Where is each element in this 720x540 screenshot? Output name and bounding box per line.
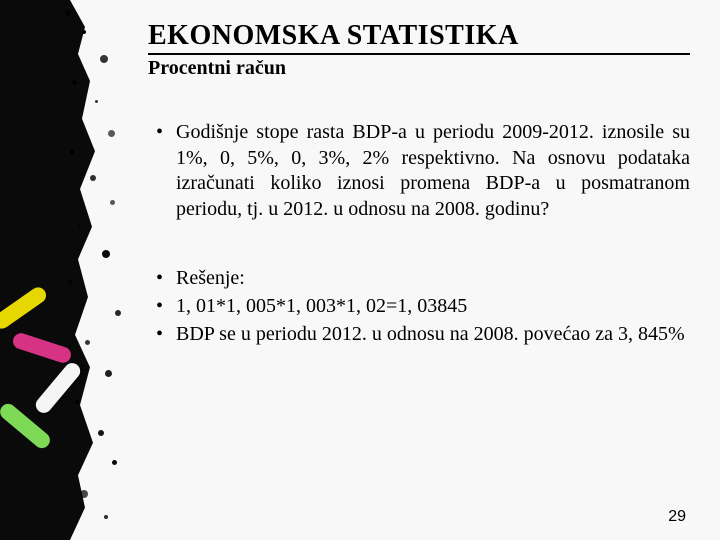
bullet-block-question: Godišnje stope rasta BDP-a u periodu 200… <box>148 120 690 222</box>
decorative-sidebar <box>0 0 140 540</box>
bullet-block-solution: Rešenje:1, 01*1, 005*1, 003*1, 02=1, 038… <box>148 266 690 347</box>
page-number: 29 <box>668 508 686 526</box>
bullet-item: Rešenje: <box>148 266 690 292</box>
slide-subtitle: Procentni račun <box>148 57 690 80</box>
slide-content: EKONOMSKA STATISTIKA Procentni račun God… <box>148 20 690 520</box>
bullet-item: BDP se u periodu 2012. u odnosu na 2008.… <box>148 322 690 348</box>
chalkboard-texture <box>0 0 100 540</box>
slide-title: EKONOMSKA STATISTIKA <box>148 20 690 55</box>
bullet-item: Godišnje stope rasta BDP-a u periodu 200… <box>148 120 690 222</box>
bullet-item: 1, 01*1, 005*1, 003*1, 02=1, 03845 <box>148 294 690 320</box>
